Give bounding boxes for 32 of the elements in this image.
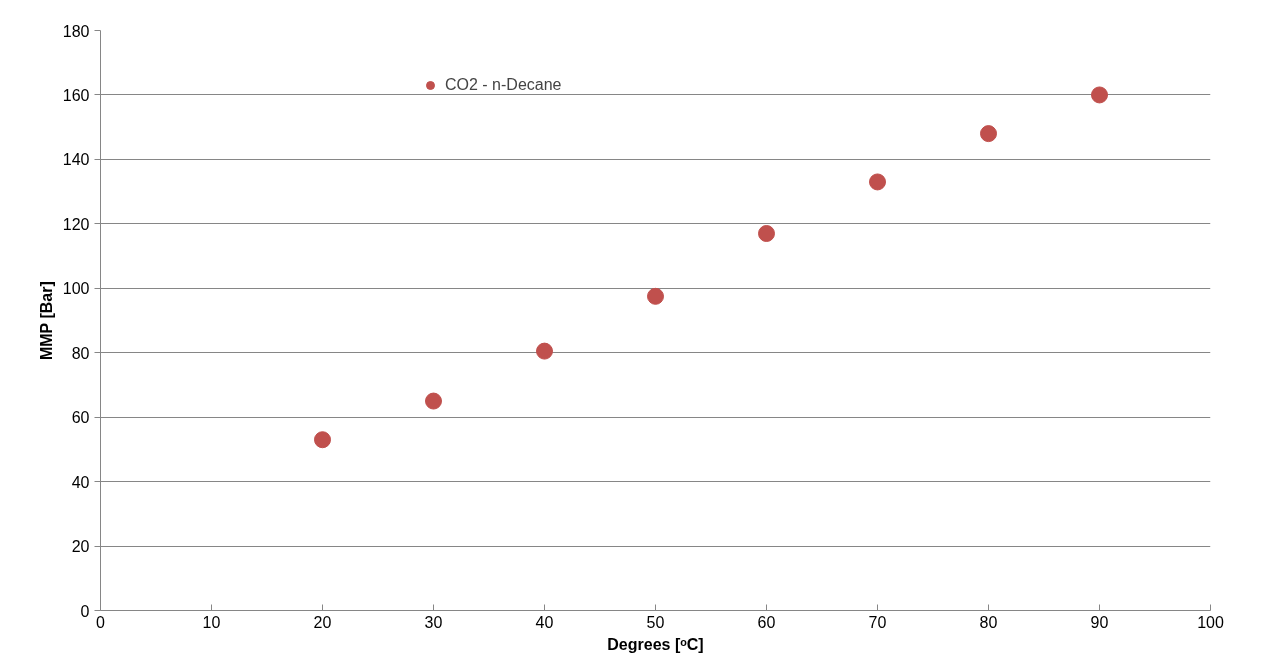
y-tick-label: 180 bbox=[62, 22, 90, 40]
legend-label: CO2 - n-Decane bbox=[445, 76, 562, 94]
point bbox=[1091, 86, 1108, 104]
x-tick-label: 80 bbox=[979, 613, 998, 631]
y-tick-label: 100 bbox=[62, 280, 90, 298]
point bbox=[869, 173, 886, 191]
x-tick-label: 60 bbox=[757, 613, 776, 631]
y-tick-label: 60 bbox=[71, 409, 90, 427]
y-tick-label: 20 bbox=[71, 538, 90, 556]
x-tick-label: 20 bbox=[313, 613, 332, 631]
x-tick-label: 70 bbox=[868, 613, 887, 631]
point bbox=[758, 225, 775, 242]
y-tick-label: 40 bbox=[71, 473, 90, 491]
x-tick-label: 10 bbox=[202, 613, 221, 631]
x-tick-label: 30 bbox=[424, 613, 443, 631]
y-tick-label: 160 bbox=[62, 86, 90, 104]
x-tick-label: 50 bbox=[646, 613, 665, 631]
point bbox=[536, 342, 553, 360]
x-axis-title: Degrees [ᵒC] bbox=[607, 635, 704, 653]
y-tick-label: 140 bbox=[62, 151, 90, 169]
x-tick-label: 100 bbox=[1197, 613, 1224, 631]
point bbox=[425, 392, 442, 410]
y-tick-label: 0 bbox=[80, 602, 90, 620]
x-tick-label: 40 bbox=[535, 613, 554, 631]
x-tick-label: 0 bbox=[96, 613, 106, 631]
x-tick-label: 90 bbox=[1090, 613, 1109, 631]
point bbox=[647, 287, 664, 305]
point bbox=[314, 431, 331, 449]
y-tick-label: 120 bbox=[62, 215, 90, 233]
point bbox=[980, 125, 997, 143]
y-tick-label: 80 bbox=[71, 344, 90, 362]
y-axis-title: MMP [Bar] bbox=[37, 281, 55, 361]
